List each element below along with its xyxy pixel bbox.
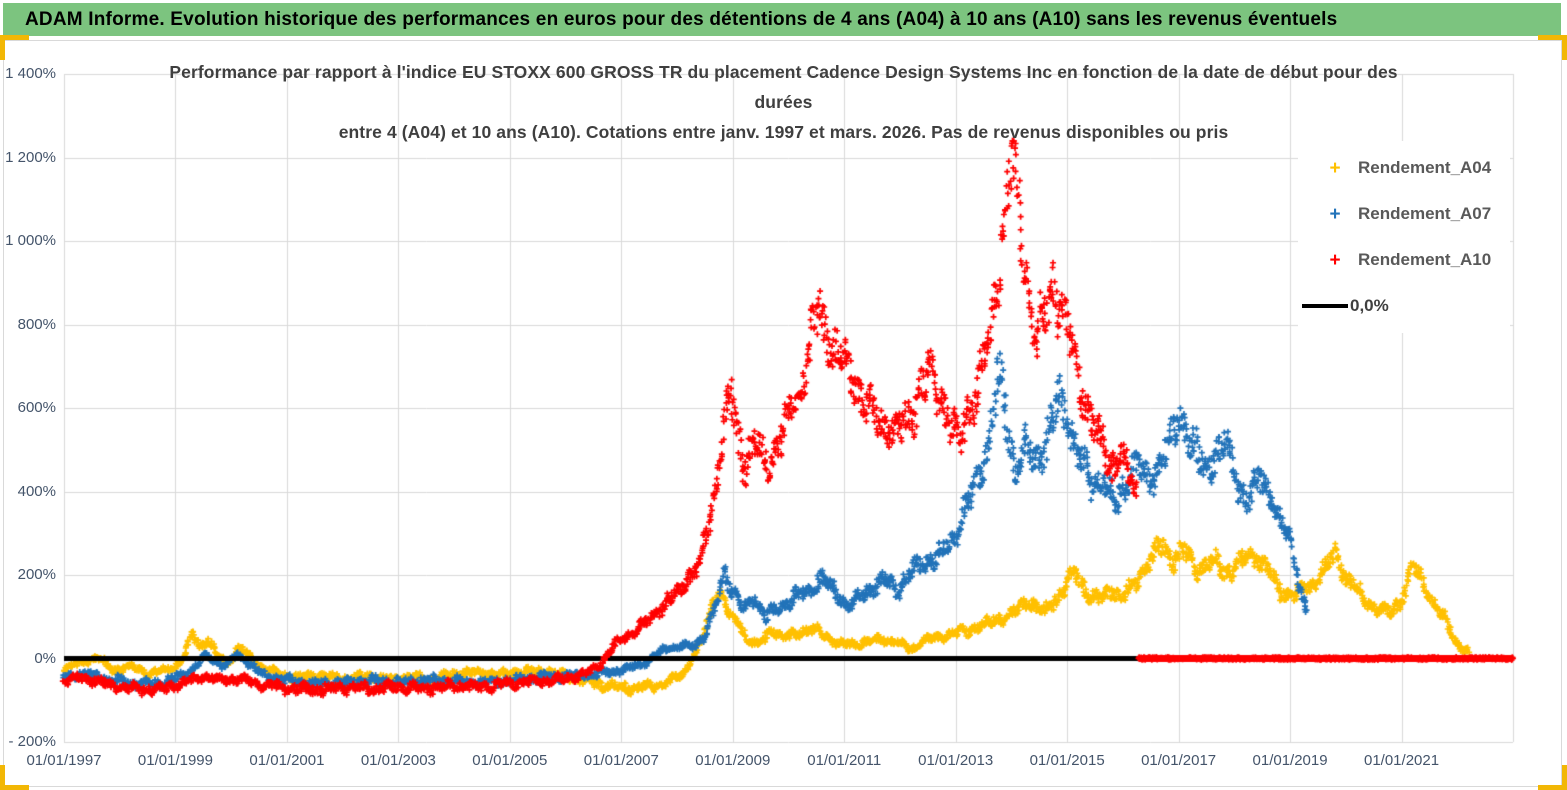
x-axis-label: 01/01/2007 <box>583 752 659 769</box>
zero-line-swatch <box>1302 304 1348 308</box>
y-axis-label: 1 200% <box>5 148 56 166</box>
selection-corner-bottom-right <box>1538 765 1567 790</box>
legend-item-rendement_a10: + Rendement_A10 <box>1298 237 1510 283</box>
y-axis-label: 400% <box>17 482 56 500</box>
chart-title-line2: durées <box>754 92 813 112</box>
x-axis-label: 01/01/2005 <box>472 752 548 769</box>
y-axis-label: 0% <box>34 649 56 667</box>
x-axis-label: 01/01/2001 <box>249 752 325 769</box>
legend-label: Rendement_A10 <box>1358 250 1492 269</box>
chart-title-line1: Performance par rapport à l'indice EU ST… <box>169 62 1398 82</box>
selection-corner-top-left <box>0 35 29 60</box>
report-header: ADAM Informe. Evolution historique des p… <box>3 3 1561 36</box>
legend-marker-icon: + <box>1329 249 1341 271</box>
legend-item-rendement_a07: + Rendement_A07 <box>1298 191 1510 237</box>
x-axis-label: 01/01/2019 <box>1252 752 1328 769</box>
x-axis-label: 01/01/2009 <box>695 752 771 769</box>
selection-corner-top-right <box>1538 35 1567 60</box>
chart-object-border <box>3 40 1562 787</box>
report-title: ADAM Informe. Evolution historique des p… <box>25 8 1338 30</box>
chart-title-line3: entre 4 (A04) et 10 ans (A10). Cotations… <box>338 122 1229 142</box>
y-axis-label: - 200% <box>8 733 56 750</box>
x-axis-label: 01/01/2003 <box>360 752 436 769</box>
legend-label: Rendement_A07 <box>1358 204 1492 223</box>
x-axis-label: 01/01/1997 <box>26 752 102 769</box>
selection-corner-bottom-left <box>0 765 29 790</box>
legend-marker-icon: + <box>1329 203 1341 225</box>
legend-item-zero-line: 0,0% <box>1298 283 1510 329</box>
y-axis-label: 200% <box>17 566 56 583</box>
y-axis-label: 1 400% <box>5 65 56 82</box>
y-axis-label: 600% <box>17 399 56 416</box>
x-axis-label: 01/01/2013 <box>918 752 994 769</box>
y-axis-label: 1 000% <box>5 232 56 249</box>
legend-marker-icon: + <box>1329 157 1341 179</box>
x-axis-label: 01/01/1999 <box>137 752 213 769</box>
x-axis-label: 01/01/2011 <box>807 752 882 769</box>
x-axis-label: 01/01/2015 <box>1029 752 1105 769</box>
x-axis-label: 01/01/2017 <box>1141 752 1217 769</box>
legend-label: Rendement_A04 <box>1358 158 1492 177</box>
legend-item-rendement_a04: + Rendement_A04 <box>1298 145 1510 191</box>
x-axis-label: 01/01/2021 <box>1363 752 1440 769</box>
y-axis-label: 800% <box>17 315 56 333</box>
chart-legend: + Rendement_A04 + Rendement_A07 + Rendement_A… <box>1298 141 1510 333</box>
legend-label: 0,0% <box>1350 296 1389 315</box>
